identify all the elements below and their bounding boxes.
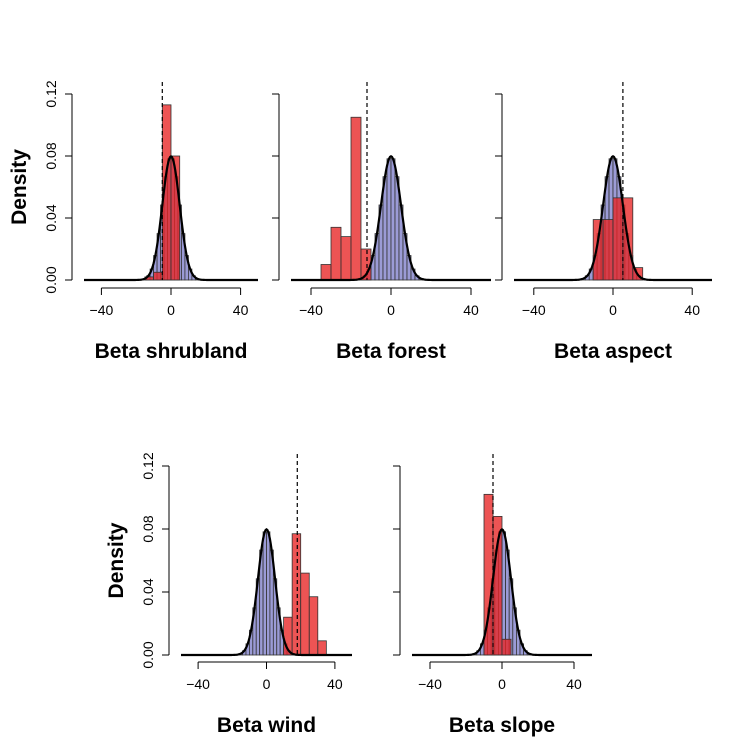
x-axis: −40 0 40 Beta forest — [299, 287, 479, 363]
posterior-bar — [612, 197, 624, 281]
y-axis — [393, 465, 401, 656]
posterior-bar — [501, 638, 512, 656]
y-tick-label: 0.08 — [140, 515, 156, 542]
posterior-bar — [492, 516, 503, 656]
panel-aspect: −40 0 40 Beta aspect — [495, 82, 712, 363]
posterior-bar — [592, 219, 604, 281]
posterior-bar — [170, 155, 181, 281]
posterior-bar — [340, 236, 352, 281]
prior-density-curve — [84, 154, 258, 282]
posterior-bar — [602, 219, 614, 281]
x-axis: −40 0 40 Beta shrubland — [90, 287, 249, 363]
y-axis-title: Density — [105, 522, 128, 598]
y-tick-label: 0.00 — [140, 641, 156, 668]
panel-shrubland: 0.00 0.04 0.08 0.12 Density −40 0 40 Beta shrubl… — [8, 80, 258, 363]
y-tick-label: 0.04 — [43, 204, 59, 231]
prior-density-curve — [181, 527, 352, 657]
x-tick-label: −40 — [90, 302, 114, 318]
x-tick-label: −40 — [522, 302, 546, 318]
y-axis-title: Density — [8, 149, 31, 225]
posterior-histogram — [144, 104, 181, 281]
y-tick-label: 0.04 — [140, 578, 156, 605]
y-tick-label: 0.00 — [43, 266, 59, 293]
prior-density-curve — [514, 155, 712, 282]
x-tick-label: 40 — [327, 676, 343, 692]
y-tick-label: 0.08 — [43, 142, 59, 169]
y-axis — [272, 93, 280, 281]
x-axis-title: Beta slope — [449, 714, 555, 737]
posterior-bar — [153, 271, 163, 281]
x-axis: −40 0 40 Beta aspect — [522, 287, 700, 363]
x-tick-label: 0 — [387, 302, 395, 318]
x-tick-label: −40 — [418, 676, 442, 692]
x-tick-label: 0 — [263, 676, 271, 692]
prior-bar — [501, 531, 506, 656]
panel-forest: −40 0 40 Beta forest — [272, 82, 491, 363]
prior-histogram — [238, 531, 295, 656]
y-tick-label: 0.12 — [43, 80, 59, 107]
x-tick-label: −40 — [299, 302, 323, 318]
x-tick-label: 40 — [684, 302, 700, 318]
posterior-bar — [350, 116, 362, 281]
posterior-histogram — [283, 533, 327, 656]
prior-bar — [266, 531, 271, 656]
prior-bar — [262, 531, 267, 656]
x-tick-label: −40 — [186, 676, 210, 692]
posterior-bar — [300, 572, 310, 656]
posterior-histogram — [320, 116, 372, 281]
y-axis — [495, 93, 503, 281]
x-tick-label: 0 — [167, 302, 175, 318]
x-axis: −40 0 40 Beta wind — [186, 661, 343, 737]
x-tick-label: 40 — [463, 302, 479, 318]
panel-wind: 0.00 0.04 0.08 0.12 Density −40 0 40 Beta wind — [105, 452, 352, 737]
y-tick-label: 0.12 — [140, 452, 156, 479]
posterior-bar — [291, 533, 302, 656]
x-axis-title: Beta aspect — [554, 340, 672, 363]
prior-bar — [386, 158, 392, 281]
posterior-bar — [308, 596, 319, 656]
posterior-bar — [317, 640, 327, 656]
x-tick-label: 0 — [609, 302, 617, 318]
x-tick-label: 0 — [498, 676, 506, 692]
y-axis: 0.00 0.04 0.08 0.12 Density — [8, 80, 73, 294]
prior-bar — [390, 158, 396, 281]
y-axis: 0.00 0.04 0.08 0.12 Density — [105, 452, 170, 669]
x-axis-title: Beta wind — [217, 714, 316, 737]
x-tick-label: 40 — [233, 302, 249, 318]
x-axis-title: Beta shrubland — [95, 340, 248, 363]
x-axis-title: Beta forest — [336, 340, 446, 363]
x-axis: −40 0 40 Beta slope — [418, 661, 582, 737]
prior-density-curve — [412, 527, 592, 657]
posterior-bar — [320, 264, 332, 281]
prior-density-curve — [291, 155, 491, 282]
panel-slope: −40 0 40 Beta slope — [393, 454, 592, 737]
posterior-bar — [330, 226, 342, 281]
x-tick-label: 40 — [566, 676, 582, 692]
